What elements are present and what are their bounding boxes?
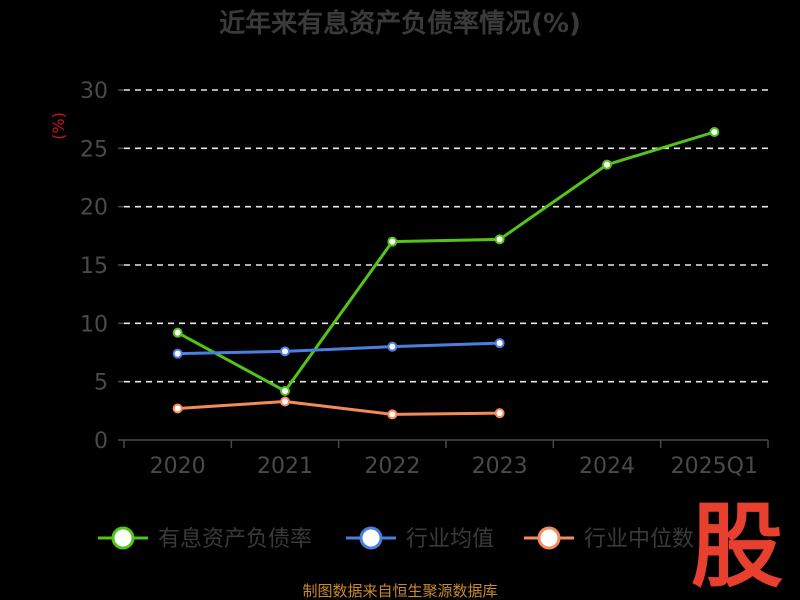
y-tick-label: 25 [80, 137, 108, 162]
series-lines [172, 127, 720, 420]
stamp-watermark: 股 [691, 493, 783, 600]
legend-marker [537, 526, 561, 550]
data-point [280, 346, 290, 357]
data-point [709, 127, 720, 137]
x-axis-ticks: 2020 2021 2022 2023 2024 2025Q1 [150, 454, 758, 479]
x-tick-label: 2023 [472, 454, 528, 479]
data-point [602, 159, 612, 170]
data-point [494, 234, 505, 245]
y-axis-unit-label: (%) [49, 112, 68, 140]
legend-marker [359, 526, 383, 550]
legend-label: 有息资产负债率 [158, 527, 312, 552]
data-point [172, 327, 183, 338]
legend-marker [111, 526, 135, 550]
data-point [172, 403, 183, 414]
x-tick-label: 2021 [257, 454, 313, 479]
y-tick-label: 15 [80, 254, 108, 279]
x-tick-label: 2025Q1 [671, 454, 758, 479]
x-axis [123, 439, 769, 448]
data-point [387, 236, 398, 247]
x-tick-label: 2020 [150, 454, 206, 479]
data-point [494, 338, 505, 349]
legend-item[interactable]: 有息资产负债率 [98, 526, 312, 552]
x-tick-label: 2024 [579, 454, 635, 479]
series-line [177, 341, 500, 356]
y-axis-ticks: 0 5 10 15 20 25 30 [80, 79, 124, 454]
data-point [387, 341, 398, 352]
legend-label: 行业中位数 [584, 527, 694, 552]
chart-title: 近年来有息资产负债率情况(%) [219, 8, 581, 39]
series-line [176, 130, 715, 393]
y-tick-label: 30 [80, 79, 108, 104]
series-2 [172, 338, 505, 359]
series-3 [172, 396, 505, 420]
x-tick-label: 2022 [364, 454, 420, 479]
legend-label: 行业均值 [406, 527, 494, 552]
y-tick-label: 20 [80, 196, 108, 221]
data-point [494, 408, 505, 419]
y-tick-label: 0 [94, 429, 108, 454]
data-point [280, 386, 290, 396]
series-1 [172, 127, 720, 396]
legend-item[interactable]: 行业均值 [346, 526, 494, 552]
y-tick-label: 10 [80, 312, 108, 337]
y-tick-label: 5 [94, 371, 108, 396]
data-point [387, 409, 398, 420]
source-note: 制图数据来自恒生聚源数据库 [302, 582, 497, 600]
series-line [177, 400, 500, 416]
data-point [280, 396, 290, 407]
legend[interactable]: 有息资产负债率 行业均值 行业中位数 [98, 526, 694, 552]
data-point [172, 348, 183, 359]
gridlines [124, 89, 768, 383]
legend-item[interactable]: 行业中位数 [524, 526, 694, 552]
